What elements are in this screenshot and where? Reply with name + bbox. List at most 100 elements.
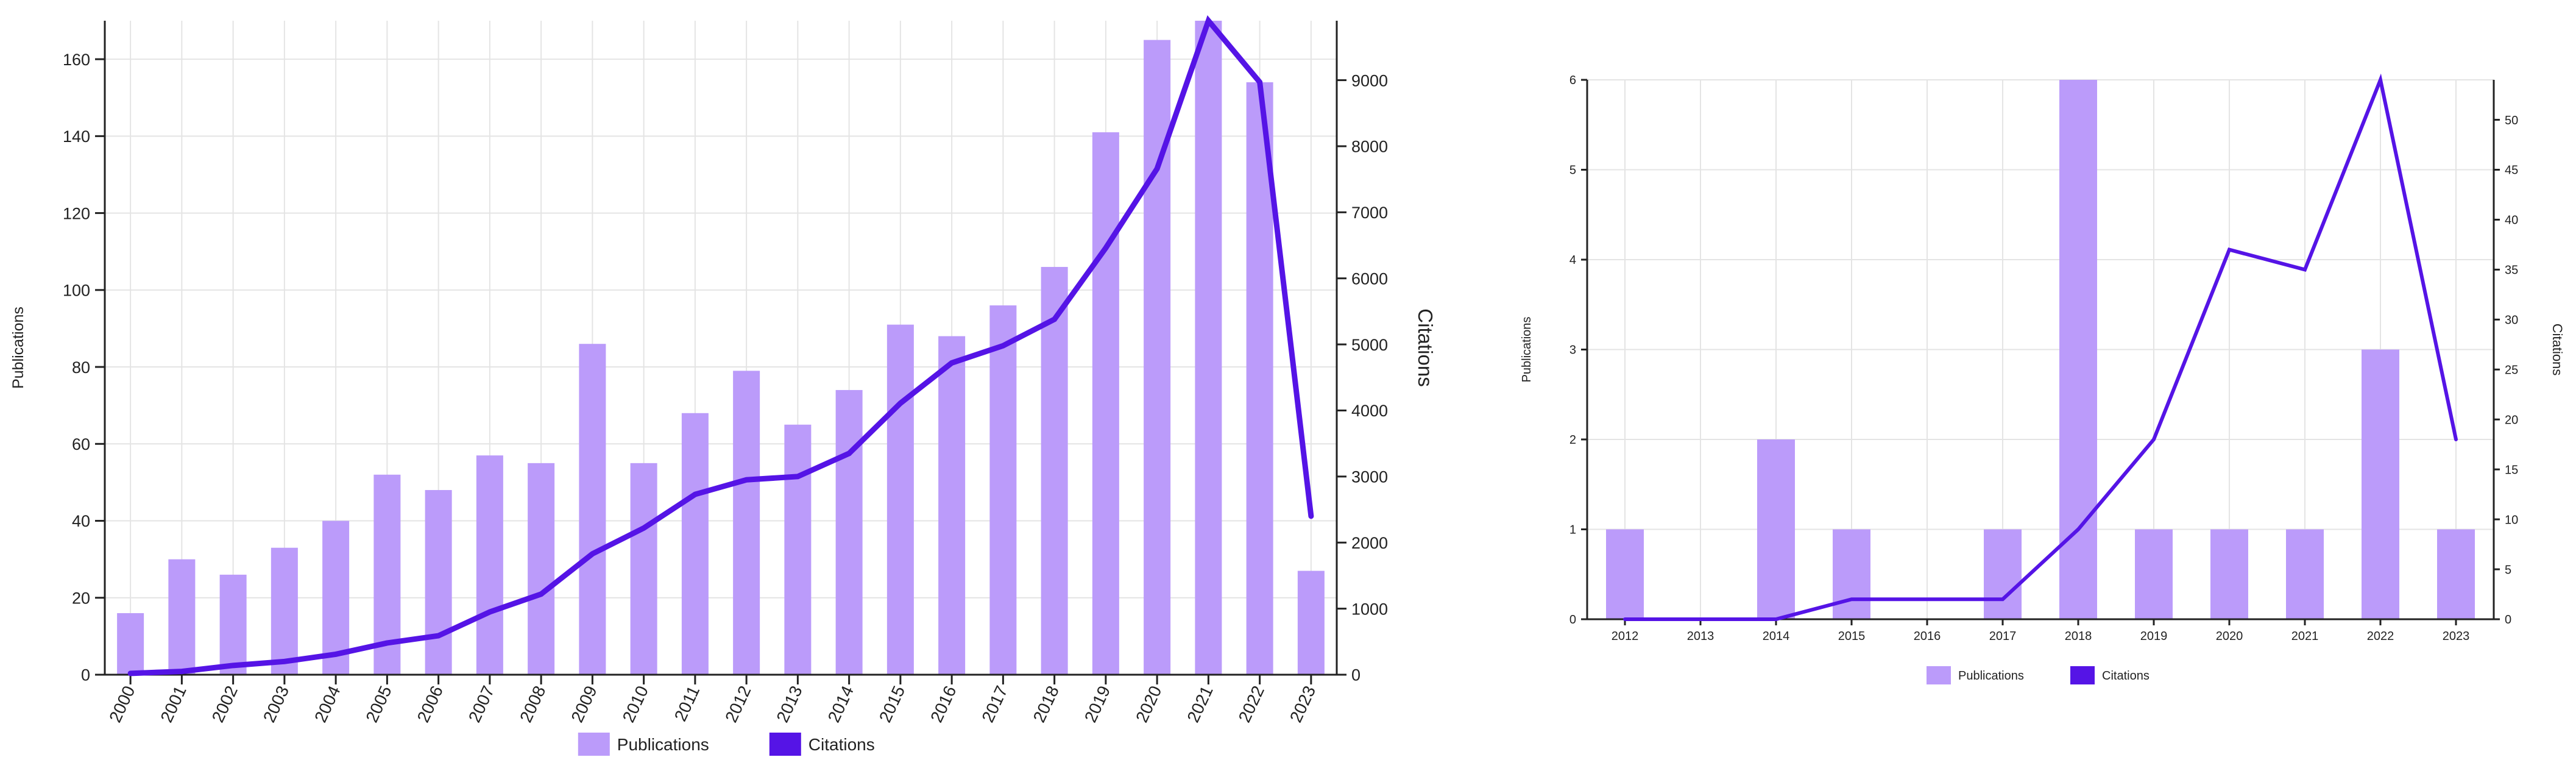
chart1-y-left-tick-label: 140 xyxy=(63,127,90,146)
chart1-x-tick-label: 2007 xyxy=(465,683,498,725)
chart2-y-left-tick-label: 5 xyxy=(1569,164,1576,177)
chart2-y-right-tick-label: 50 xyxy=(2505,114,2518,127)
chart2-bar-publications-2012 xyxy=(1606,529,1644,619)
chart2-line-citations xyxy=(1623,73,2458,621)
chart1-y-left-tick-label: 120 xyxy=(63,204,90,222)
chart2-x-tick-label: 2017 xyxy=(1989,630,2017,643)
chart2-y-left-tick-label: 6 xyxy=(1569,74,1576,87)
chart1-x-tick-label: 2013 xyxy=(773,683,805,725)
chart1-line-citations xyxy=(127,15,1314,677)
chart2-bar-publications-2021 xyxy=(2286,529,2324,619)
chart1-bar-publications-2013 xyxy=(784,424,812,675)
chart2-y-right-tick-label: 15 xyxy=(2505,463,2518,477)
chart1-bar-publications-2004 xyxy=(322,521,350,675)
chart1-bar-publications-2012 xyxy=(733,371,760,675)
chart1-y-left-tick-label: 40 xyxy=(72,512,90,530)
chart1-y-right-tick-label: 9000 xyxy=(1351,71,1388,90)
chart2-y-right-tick-label: 25 xyxy=(2505,363,2518,377)
chart1-y-left-tick-label: 160 xyxy=(63,51,90,69)
chart2-legend-label-publications: Publications xyxy=(1958,669,2024,683)
chart1-y-right-tick-label: 7000 xyxy=(1351,204,1388,222)
chart2-y-right-tick-label: 40 xyxy=(2505,214,2518,227)
chart1-bar-publications-2001 xyxy=(168,559,196,675)
chart1-bar-publications-2003 xyxy=(271,547,298,675)
chart1-y-right-tick-label: 0 xyxy=(1351,666,1361,684)
chart1-bar-publications-2014 xyxy=(835,389,863,675)
chart2-bar-publications-2023 xyxy=(2437,529,2475,619)
chart2-x-tick-label: 2022 xyxy=(2367,630,2394,643)
chart1-x-tick-label: 2014 xyxy=(824,683,857,725)
chart1-bar-publications-2021 xyxy=(1195,21,1222,675)
chart1-bar-publications-2000 xyxy=(117,613,144,675)
chart2-x-tick-label: 2020 xyxy=(2216,630,2243,643)
chart1-y-right-tick-label: 2000 xyxy=(1351,534,1388,552)
chart2-y-right-tick-label: 30 xyxy=(2505,314,2518,327)
chart2-y-left-tick-label: 1 xyxy=(1569,524,1576,537)
chart1-bar-publications-2002 xyxy=(219,574,247,675)
chart1-x-tick-label: 2015 xyxy=(876,683,908,725)
chart1-y-right-tick-label: 3000 xyxy=(1351,468,1388,486)
chart2-legend-swatch-citations xyxy=(2070,666,2095,684)
chart1-y-left-tick-label: 60 xyxy=(72,435,90,453)
chart2-y-left-tick-label: 0 xyxy=(1569,613,1576,627)
chart1-x-tick-label: 2018 xyxy=(1030,683,1063,725)
chart1-x-tick-label: 2011 xyxy=(671,683,704,724)
chart1-y-left-tick-label: 20 xyxy=(72,589,90,607)
chart1-x-tick-label: 2022 xyxy=(1235,683,1268,725)
chart2-x-tick-label: 2015 xyxy=(1838,630,1866,643)
chart2-x-tick-label: 2013 xyxy=(1687,630,1714,643)
chart1-x-tick-label: 2005 xyxy=(362,683,395,725)
chart1-bar-publications-2009 xyxy=(579,344,606,675)
chart1-y-right-tick-label: 8000 xyxy=(1351,138,1388,156)
chart2-x-tick-label: 2012 xyxy=(1612,630,1639,643)
chart1-y-left-tick-label: 0 xyxy=(81,666,90,684)
chart2-y-left-axis-title: Publications xyxy=(1520,317,1534,383)
chart2-legend-label-citations: Citations xyxy=(2102,669,2150,683)
chart2-bar-publications-2018 xyxy=(2059,80,2097,619)
chart1-y-right-tick-label: 1000 xyxy=(1351,600,1388,618)
chart1-bar-publications-2019 xyxy=(1092,132,1119,675)
chart2-x-tick-label: 2023 xyxy=(2443,630,2470,643)
chart2-y-left-tick-label: 3 xyxy=(1569,344,1576,357)
chart2-y-right-tick-label: 10 xyxy=(2505,513,2518,527)
chart1-x-tick-label: 2008 xyxy=(516,683,549,725)
chart2-x-tick-label: 2014 xyxy=(1763,630,1790,643)
chart1-bar-publications-2007 xyxy=(476,455,503,675)
chart1-y-left-axis-title: Publications xyxy=(10,307,27,389)
chart1-x-tick-label: 2017 xyxy=(978,683,1011,725)
chart1-bar-publications-2006 xyxy=(425,490,452,675)
chart1-x-tick-label: 2019 xyxy=(1081,683,1114,725)
chart1-y-left-tick-label: 80 xyxy=(72,358,90,377)
chart1-bar-publications-2010 xyxy=(630,463,657,675)
chart1-bar-publications-2018 xyxy=(1041,266,1068,675)
chart2-bar-publications-2019 xyxy=(2135,529,2173,619)
chart2-bar-publications-2022 xyxy=(2362,349,2399,619)
chart2-y-left-tick-label: 4 xyxy=(1569,254,1576,267)
chart1-bar-publications-2011 xyxy=(681,413,709,675)
chart1-legend-label-citations: Citations xyxy=(809,735,875,754)
chart2-bar-publications-2020 xyxy=(2210,529,2248,619)
chart1-x-tick-label: 2021 xyxy=(1183,683,1216,725)
chart2-y-right-tick-label: 5 xyxy=(2505,563,2511,577)
chart1-bar-publications-2015 xyxy=(886,324,914,675)
chart2-bar-publications-2015 xyxy=(1833,529,1870,619)
chart1-x-tick-label: 2023 xyxy=(1286,683,1319,725)
chart1-x-tick-label: 2001 xyxy=(157,683,189,725)
chart1-x-tick-label: 2002 xyxy=(208,683,241,725)
chart2-y-left-tick-label: 2 xyxy=(1569,433,1576,447)
chart2-legend-swatch-publications xyxy=(1927,666,1951,684)
chart2-y-right-tick-label: 35 xyxy=(2505,264,2518,277)
chart1-y-right-tick-label: 5000 xyxy=(1351,336,1388,354)
chart1-bar-publications-2016 xyxy=(938,336,966,675)
chart2-x-tick-label: 2018 xyxy=(2065,630,2092,643)
chart1-x-tick-label: 2006 xyxy=(414,683,447,725)
chart1-bar-publications-2017 xyxy=(989,305,1017,675)
chart2-x-tick-label: 2019 xyxy=(2140,630,2168,643)
chart1-x-tick-label: 2012 xyxy=(721,683,754,725)
chart1-bar-publications-2008 xyxy=(528,463,555,675)
chart2-bar-publications-2014 xyxy=(1757,439,1795,619)
chart1-x-tick-label: 2010 xyxy=(619,683,652,725)
chart1-y-right-tick-label: 4000 xyxy=(1351,402,1388,420)
